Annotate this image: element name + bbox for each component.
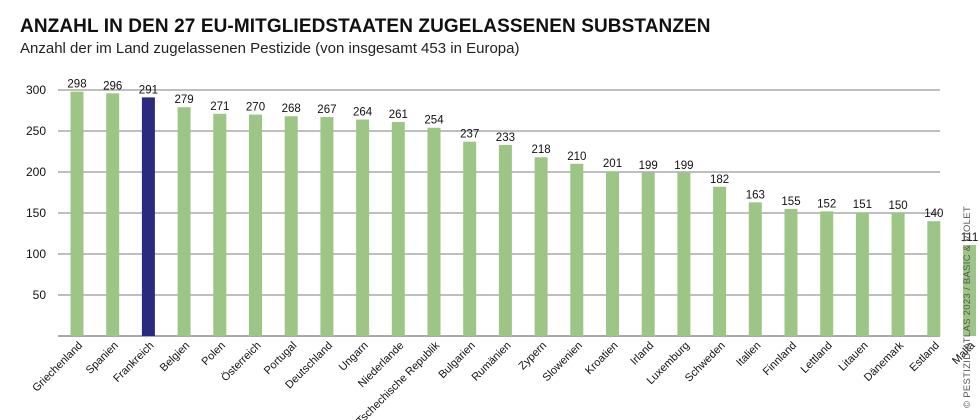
data-label: 182 (710, 174, 729, 186)
y-tick-label: 50 (33, 288, 47, 302)
data-label: 155 (781, 196, 800, 208)
y-tick-label: 100 (26, 247, 46, 261)
data-label: 268 (282, 103, 301, 115)
bar (70, 91, 84, 336)
y-tick-label: 300 (26, 83, 46, 97)
copyright-credit: © PESTIZID-ATLAS 2023 / BASIC & VIOLET (962, 206, 973, 408)
category-label: Rumänien (470, 340, 514, 384)
data-label: 150 (889, 200, 908, 212)
bar (784, 208, 798, 336)
data-label: 270 (246, 102, 265, 114)
category-label: Dänemark (862, 339, 907, 384)
bar (427, 127, 441, 336)
category-label: Italien (734, 340, 763, 369)
bar (713, 186, 727, 336)
data-label: 264 (353, 107, 373, 119)
data-label: 151 (853, 199, 872, 211)
bar (927, 221, 941, 336)
bar (249, 114, 262, 336)
bar (534, 157, 548, 336)
category-label: Polen (200, 340, 228, 368)
bar (141, 97, 155, 336)
bar (320, 117, 334, 336)
category-label: Griechenland (30, 340, 85, 395)
data-label: 111 (961, 232, 978, 244)
category-label: Kroatien (583, 340, 620, 377)
data-label: 199 (639, 160, 658, 172)
credit-area: © PESTIZID-ATLAS 2023 / BASIC & VIOLET (950, 88, 974, 408)
bar (213, 113, 227, 336)
data-label: 271 (210, 101, 229, 113)
bar (498, 144, 512, 336)
data-label: 201 (603, 158, 622, 170)
category-label: Lettland (799, 340, 835, 376)
bar (391, 121, 405, 336)
data-label: 152 (817, 198, 836, 210)
data-label: 267 (317, 104, 336, 116)
bar (748, 202, 762, 336)
bar (641, 172, 655, 336)
bar (677, 172, 691, 336)
data-label: 237 (460, 129, 479, 141)
y-tick-label: 200 (26, 165, 46, 179)
chart-title: ANZAHL IN DEN 27 EU-MITGLIEDSTAATEN ZUGE… (20, 16, 711, 37)
bar (820, 211, 834, 336)
bar (855, 212, 869, 336)
data-label: 163 (746, 189, 765, 201)
data-label: 210 (567, 151, 586, 163)
bar (106, 93, 120, 336)
category-label: Zypern (517, 340, 550, 373)
data-label: 140 (924, 208, 943, 220)
bar (963, 244, 976, 336)
category-label: Litauen (837, 340, 871, 374)
bar (463, 141, 477, 336)
bar (891, 213, 905, 336)
data-label: 296 (103, 80, 122, 92)
data-label: 279 (175, 94, 194, 106)
bar (284, 116, 298, 337)
category-label: Irland (628, 340, 656, 368)
data-label: 218 (532, 144, 551, 156)
bar (177, 107, 191, 336)
data-label: 254 (424, 115, 444, 127)
category-label: Estland (907, 340, 941, 374)
data-label: 233 (496, 132, 515, 144)
chart-subtitle: Anzahl der im Land zugelassenen Pestizid… (20, 40, 520, 57)
y-tick-label: 150 (26, 206, 46, 220)
data-label: 298 (67, 79, 86, 91)
y-tick-label: 250 (26, 124, 46, 138)
bar (570, 163, 584, 336)
data-label: 261 (389, 109, 408, 121)
category-label: Belgien (158, 340, 192, 374)
data-label: 291 (139, 84, 158, 96)
category-label: Finnland (761, 340, 799, 378)
bar (606, 171, 619, 336)
category-label: Ungarn (337, 340, 371, 374)
data-label: 199 (674, 160, 693, 172)
bar (356, 119, 370, 337)
